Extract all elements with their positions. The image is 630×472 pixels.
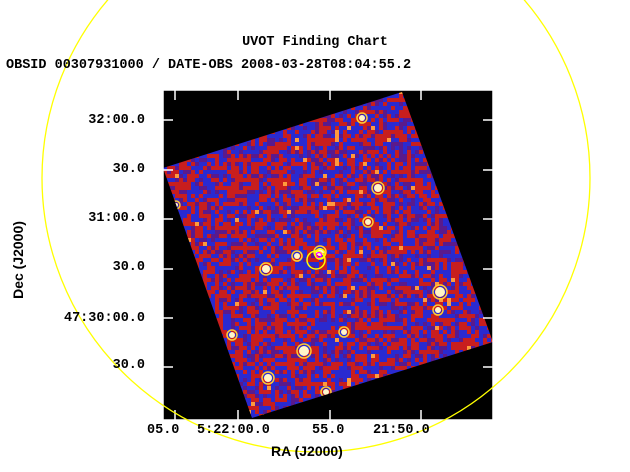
- x-tick-label: 55.0: [312, 423, 345, 438]
- star-source: [341, 329, 347, 335]
- star-source: [264, 374, 272, 382]
- star-source: [294, 253, 300, 259]
- x-tick-label: 05.0: [147, 423, 180, 438]
- x-tick-label: 5:22:00.0: [197, 423, 270, 438]
- star-source: [229, 332, 235, 338]
- chart-subtitle: OBSID 00307931000 / DATE-OBS 2008-03-28T…: [6, 58, 412, 73]
- y-tick-label: 30.0: [112, 162, 145, 177]
- star-source: [262, 265, 270, 273]
- y-tick-label: 30.0: [112, 260, 145, 275]
- error-circle-small: [314, 248, 326, 260]
- star-source: [435, 287, 445, 297]
- error-circle-inner: [315, 251, 323, 259]
- chart-title: UVOT Finding Chart: [242, 35, 388, 50]
- y-tick-label: 30.0: [112, 358, 145, 373]
- star-source: [323, 389, 329, 395]
- y-tick-label: 47:30:00.0: [63, 311, 145, 326]
- star-source: [299, 346, 309, 356]
- plot-frame: [162, 89, 494, 421]
- xrt-error-circle: [41, 0, 591, 453]
- star-source: [374, 184, 382, 192]
- star-source: [365, 219, 371, 225]
- star-source: [359, 115, 365, 121]
- y-tick-label: 31:00.0: [88, 211, 145, 226]
- star-source: [435, 307, 441, 313]
- x-axis-label: RA (J2000): [271, 443, 343, 459]
- y-tick-label: 32:00.0: [88, 113, 145, 128]
- x-tick-label: 21:50.0: [373, 423, 430, 438]
- y-axis-label: Dec (J2000): [10, 221, 26, 299]
